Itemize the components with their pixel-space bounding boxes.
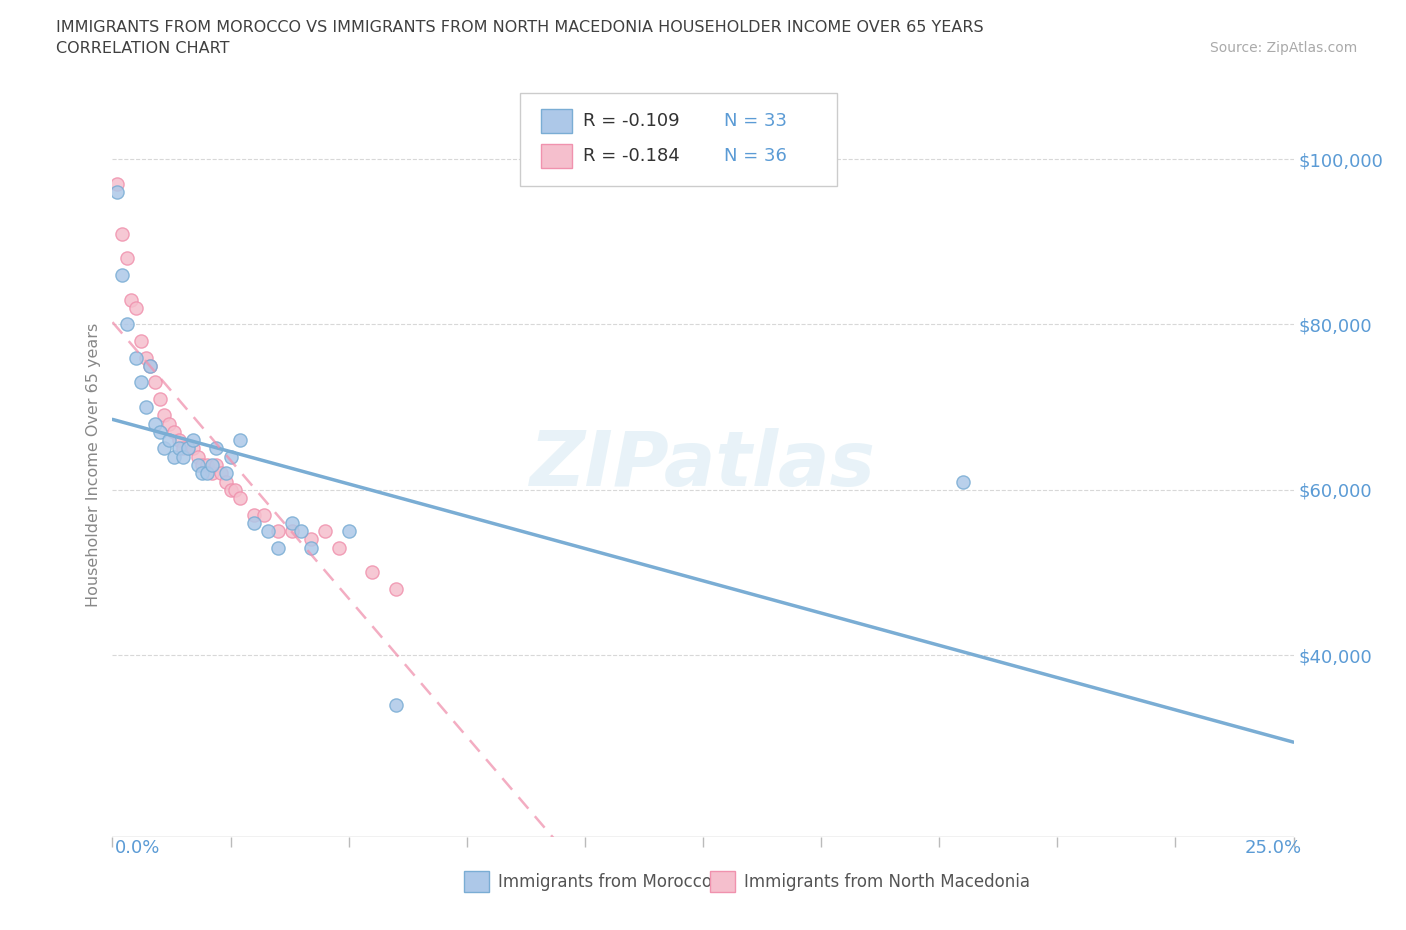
Point — [120, 292, 142, 307]
Point — [215, 474, 238, 489]
Point — [177, 441, 200, 456]
Point — [111, 226, 134, 241]
Point — [167, 441, 190, 456]
Point — [115, 317, 138, 332]
Point — [163, 449, 186, 464]
Point — [299, 540, 322, 555]
Point — [191, 466, 214, 481]
Y-axis label: Householder Income Over 65 years: Householder Income Over 65 years — [86, 323, 101, 607]
Point — [191, 458, 214, 472]
Point — [135, 400, 157, 415]
Point — [172, 449, 194, 464]
Point — [135, 350, 157, 365]
Point — [209, 466, 232, 481]
Point — [337, 524, 360, 538]
Point — [105, 185, 128, 200]
Point — [163, 424, 186, 439]
Text: CORRELATION CHART: CORRELATION CHART — [56, 41, 229, 56]
Text: N = 36: N = 36 — [724, 147, 787, 166]
Point — [111, 268, 134, 283]
Point — [281, 515, 304, 530]
Point — [139, 358, 162, 373]
Point — [205, 458, 228, 472]
Point — [157, 432, 180, 447]
Point — [139, 358, 162, 373]
Point — [129, 375, 152, 390]
Point — [157, 417, 180, 432]
Text: 0.0%: 0.0% — [115, 839, 160, 857]
Point — [167, 432, 190, 447]
Point — [177, 441, 200, 456]
Text: 25.0%: 25.0% — [1244, 839, 1302, 857]
Point — [186, 458, 208, 472]
Point — [125, 300, 148, 315]
Point — [219, 449, 242, 464]
Point — [314, 524, 336, 538]
Point — [229, 491, 252, 506]
Point — [153, 441, 176, 456]
Point — [172, 441, 194, 456]
Point — [229, 432, 252, 447]
Point — [215, 466, 238, 481]
Text: ZIPatlas: ZIPatlas — [530, 428, 876, 502]
Point — [115, 251, 138, 266]
Point — [201, 458, 224, 472]
Text: R = -0.184: R = -0.184 — [583, 147, 681, 166]
Point — [385, 698, 408, 712]
Point — [281, 524, 304, 538]
Point — [143, 417, 166, 432]
Text: Source: ZipAtlas.com: Source: ZipAtlas.com — [1209, 41, 1357, 55]
Point — [243, 507, 266, 522]
Text: IMMIGRANTS FROM MOROCCO VS IMMIGRANTS FROM NORTH MACEDONIA HOUSEHOLDER INCOME OV: IMMIGRANTS FROM MOROCCO VS IMMIGRANTS FR… — [56, 20, 984, 35]
Text: R = -0.109: R = -0.109 — [583, 112, 681, 130]
Point — [267, 524, 290, 538]
Point — [149, 424, 172, 439]
Point — [205, 441, 228, 456]
Point — [952, 474, 974, 489]
Point — [181, 432, 204, 447]
Point — [201, 466, 224, 481]
Point — [143, 375, 166, 390]
Point — [125, 350, 148, 365]
Point — [105, 177, 128, 192]
Point — [153, 408, 176, 423]
Point — [219, 483, 242, 498]
Point — [267, 540, 290, 555]
Point — [224, 483, 246, 498]
Point — [361, 565, 384, 580]
Point — [129, 334, 152, 349]
Point — [181, 441, 204, 456]
Point — [257, 524, 280, 538]
Point — [290, 524, 312, 538]
Point — [195, 466, 218, 481]
Point — [186, 449, 208, 464]
Point — [385, 581, 408, 596]
Text: N = 33: N = 33 — [724, 112, 787, 130]
Point — [328, 540, 350, 555]
Point — [253, 507, 276, 522]
Point — [299, 532, 322, 547]
Text: Immigrants from Morocco: Immigrants from Morocco — [498, 872, 711, 891]
Point — [243, 515, 266, 530]
Point — [195, 458, 218, 472]
Point — [149, 392, 172, 406]
Text: Immigrants from North Macedonia: Immigrants from North Macedonia — [744, 872, 1029, 891]
